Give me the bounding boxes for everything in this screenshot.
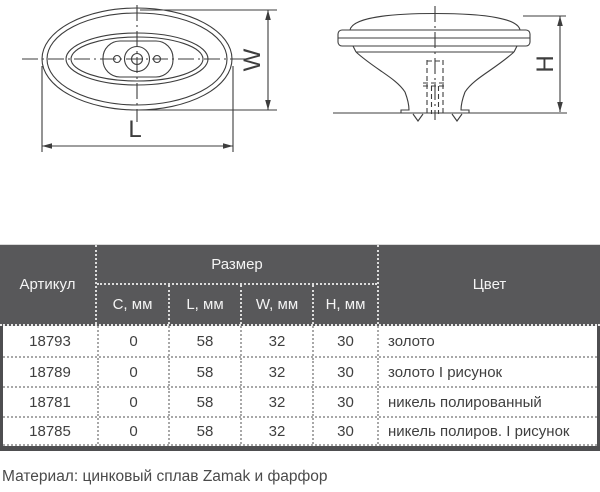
cell-l: 58 — [168, 326, 240, 356]
cell-color: никель полированный — [377, 388, 597, 416]
header-l-mm: L, мм — [168, 285, 240, 324]
cell-l: 58 — [168, 358, 240, 386]
table-row: 18793 0 58 32 30 золото — [3, 326, 597, 356]
table-header: Артикул Размер C, мм L, мм W, мм H, мм Ц… — [0, 244, 600, 326]
dim-label-W: W — [239, 48, 266, 71]
table-row: 18781 0 58 32 30 никель полированный — [3, 386, 597, 416]
cell-c: 0 — [97, 418, 168, 444]
header-h-mm: H, мм — [312, 285, 377, 324]
header-w-mm: W, мм — [240, 285, 312, 324]
technical-drawing: L W H — [22, 5, 567, 152]
header-article: Артикул — [0, 245, 97, 324]
cell-w: 32 — [240, 418, 312, 444]
header-color: Цвет — [377, 245, 600, 324]
header-c-mm: C, мм — [112, 296, 153, 313]
cell-h: 30 — [312, 326, 377, 356]
material-note: Материал: цинковый сплав Zamak и фарфор — [2, 468, 328, 485]
cell-article: 18793 — [29, 332, 71, 350]
cell-h: 30 — [312, 418, 377, 444]
header-size-group: Размер — [97, 245, 377, 285]
cell-color: золото I рисунок — [377, 358, 597, 386]
cell-article: 18789 — [29, 363, 71, 381]
table-row: 18789 0 58 32 30 золото I рисунок — [3, 356, 597, 386]
cell-h: 30 — [312, 358, 377, 386]
spec-table: Артикул Размер C, мм L, мм W, мм H, мм Ц… — [0, 244, 600, 451]
cell-w: 32 — [240, 326, 312, 356]
hidden-screw-lines — [423, 60, 447, 114]
cell-article: 18781 — [29, 393, 71, 411]
table-body: 18793 0 58 32 30 золото 18789 0 58 32 30… — [0, 326, 600, 451]
cell-l: 58 — [168, 418, 240, 444]
cell-color: золото — [377, 326, 597, 356]
cell-c: 0 — [97, 388, 168, 416]
cell-article: 18785 — [29, 422, 71, 440]
side-view-drawing — [333, 6, 567, 122]
table-row: 18785 0 58 32 30 никель полиров. I рисун… — [3, 416, 597, 446]
cell-c: 0 — [97, 326, 168, 356]
dim-label-H: H — [532, 55, 559, 72]
cell-color: никель полиров. I рисунок — [377, 418, 597, 444]
top-view-drawing — [22, 5, 277, 152]
cell-h: 30 — [312, 388, 377, 416]
cell-c: 0 — [97, 358, 168, 386]
cell-l: 58 — [168, 388, 240, 416]
cell-w: 32 — [240, 358, 312, 386]
cell-w: 32 — [240, 388, 312, 416]
dim-label-L: L — [128, 116, 141, 143]
